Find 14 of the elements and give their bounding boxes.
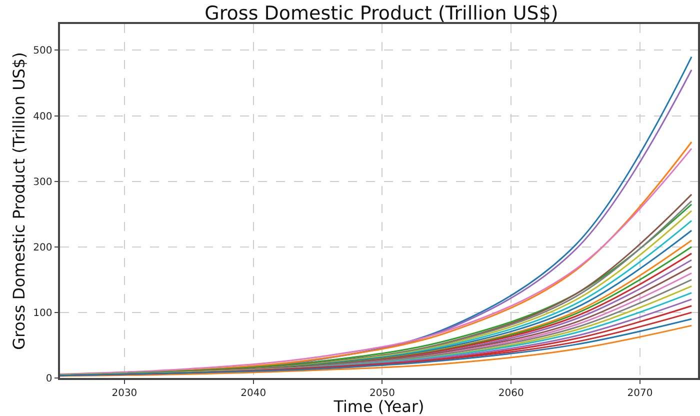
y-tick-label: 400 <box>33 111 52 122</box>
y-tick-label: 300 <box>33 176 52 188</box>
y-tick-label: 0 <box>46 374 52 384</box>
x-tick-label: 2070 <box>627 388 653 399</box>
y-tick-label: 500 <box>33 46 52 57</box>
x-axis-title: Time (Year) <box>332 397 424 416</box>
y-tick-label: 200 <box>33 242 52 254</box>
y-tick-label: 100 <box>33 308 52 319</box>
x-tick-label: 2060 <box>498 388 524 399</box>
x-tick-label: 2050 <box>369 388 395 399</box>
x-tick-label: 2040 <box>240 388 266 399</box>
chart-title: Gross Domestic Product (Trillion US$) <box>204 2 558 25</box>
x-tick-label: 2030 <box>112 388 138 399</box>
y-axis-title: Gross Domestic Product (Trillion US$) <box>10 52 29 350</box>
